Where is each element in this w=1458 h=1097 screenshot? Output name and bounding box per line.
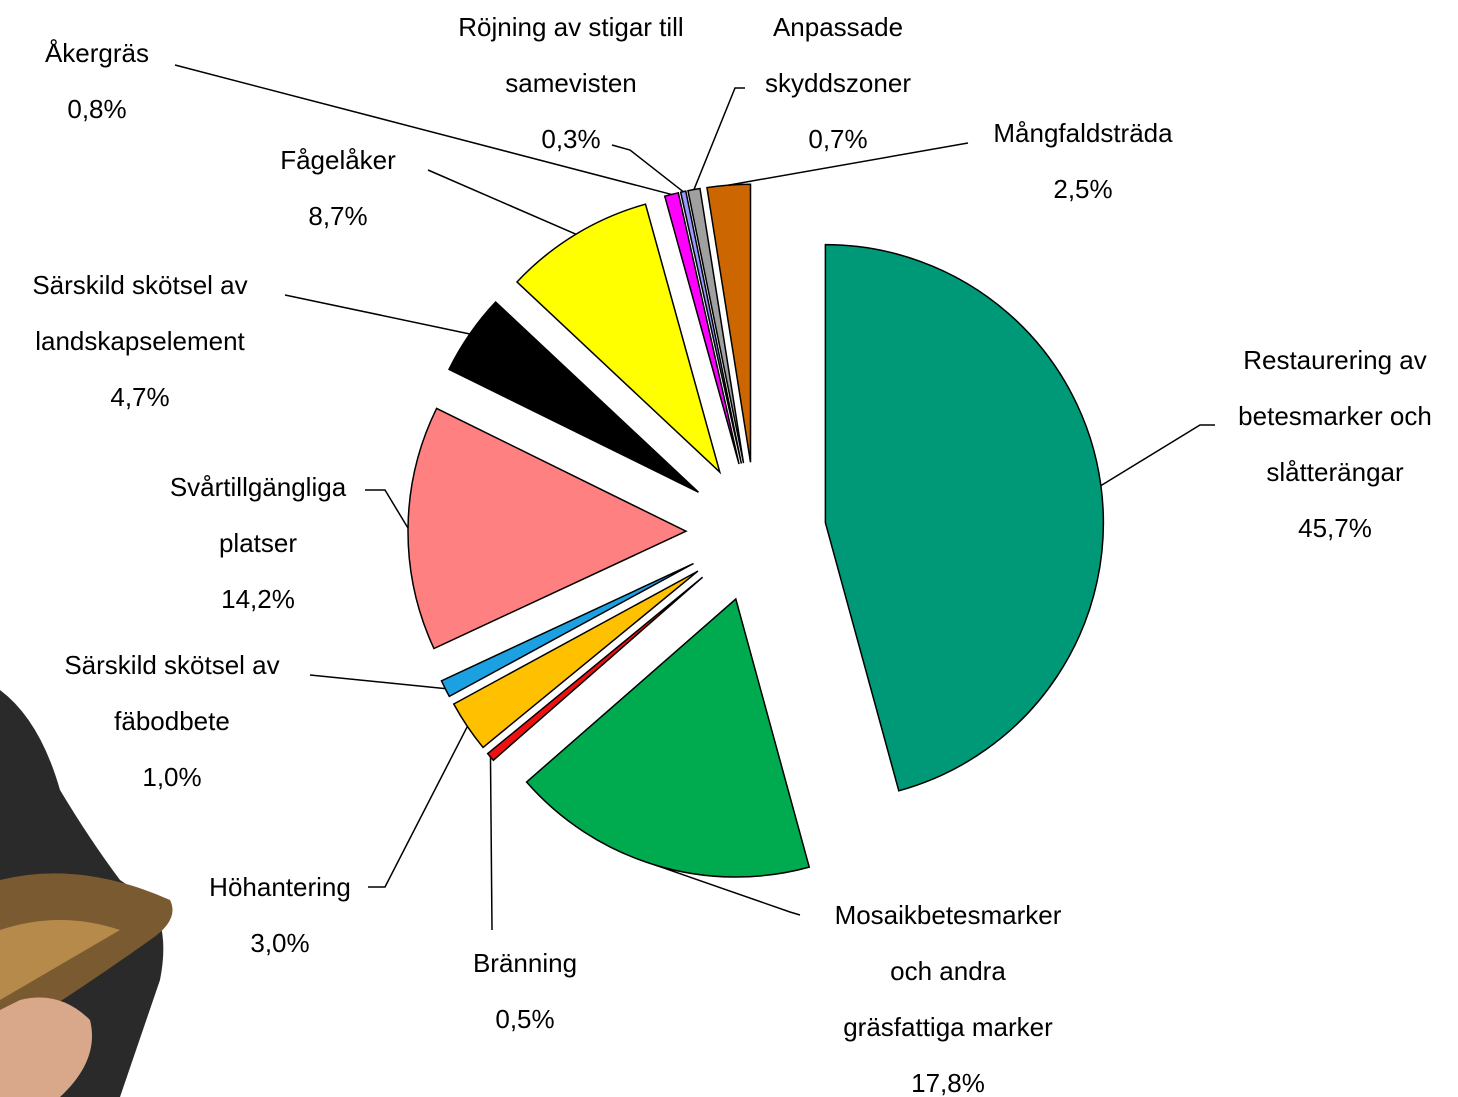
value-label: 17,8% [911,1055,985,1097]
category-label: Särskild skötsel av fäbodbete [64,637,279,749]
slice-label: Restaurering av betesmarker och slåtterä… [1125,332,1458,556]
leader-line [490,757,492,930]
value-label: 4,7% [110,369,169,425]
value-label: 14,2% [221,571,295,627]
value-label: 8,7% [308,188,367,244]
value-label: 2,5% [1053,161,1112,217]
page: Restaurering av betesmarker och slåtterä… [0,0,1458,1097]
category-label: Mångfaldsträda [993,105,1172,161]
category-label: Restaurering av betesmarker och slåtterä… [1238,332,1432,500]
category-label: Mosaikbetesmarker och andra gräsfattiga … [835,887,1062,1055]
category-label: Särskild skötsel av landskapselement [32,257,247,369]
value-label: 45,7% [1298,500,1372,556]
pie-slice [825,245,1103,791]
category-label: Åkergräs [45,25,149,81]
value-label: 0,8% [67,81,126,137]
value-label: 0,3% [541,111,600,167]
value-label: 0,7% [808,111,867,167]
category-label: Svårtillgängliga platser [170,459,346,571]
value-label: 1,0% [142,749,201,805]
category-label: Höhantering [209,859,351,915]
value-label: 3,0% [250,915,309,971]
category-label: Anpassade skyddszoner [765,0,911,111]
value-label: 0,5% [495,991,554,1047]
slice-label: Mosaikbetesmarker och andra gräsfattiga … [738,887,1158,1097]
